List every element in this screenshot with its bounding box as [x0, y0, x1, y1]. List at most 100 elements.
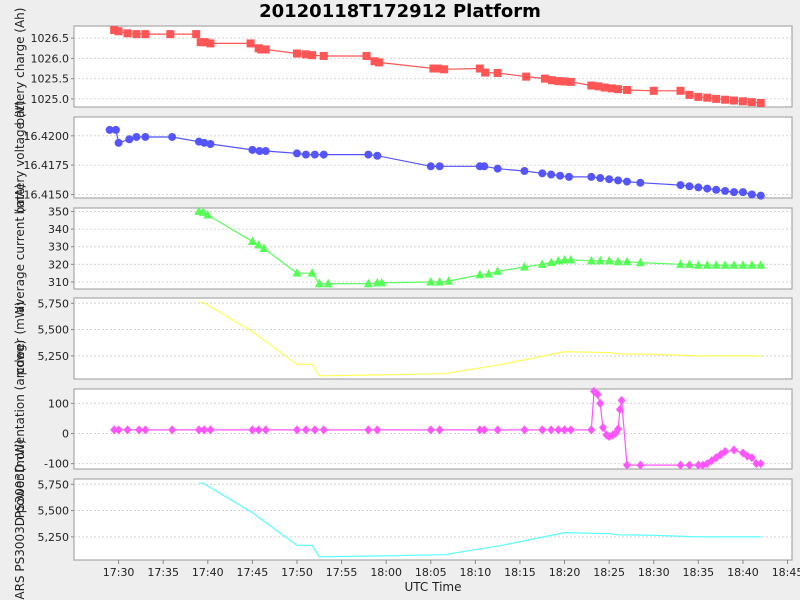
data-point: [738, 188, 747, 197]
data-point: [319, 425, 328, 435]
y-tick-label: 5,750: [38, 478, 70, 491]
data-point: [756, 260, 766, 269]
data-point: [676, 181, 685, 190]
y-axis-label: ARS PS3003D power (mW): [13, 439, 27, 599]
x-tick-label: 18:10: [460, 566, 492, 579]
data-point: [426, 425, 435, 435]
data-point: [166, 30, 175, 39]
data-point: [519, 261, 529, 271]
x-tick-label: 18:30: [638, 566, 670, 579]
data-point: [362, 51, 371, 60]
data-point: [480, 425, 489, 435]
data-point: [720, 260, 730, 269]
data-point: [613, 256, 623, 266]
data-point: [141, 30, 150, 39]
data-point: [363, 278, 373, 288]
data-point: [125, 135, 134, 144]
data-point: [110, 26, 119, 35]
data-point: [248, 145, 257, 154]
data-point: [141, 132, 150, 141]
panel-battery-charge: 1025.0 1025.5 1026.0 1026.5 battery charge (…: [13, 8, 793, 126]
data-point: [730, 445, 739, 455]
data-point: [435, 425, 444, 435]
x-tick-label: 18:20: [549, 566, 581, 579]
data-point: [595, 255, 605, 265]
data-point: [554, 77, 563, 86]
data-point: [694, 460, 703, 470]
data-point: [319, 150, 328, 159]
data-point: [206, 39, 215, 48]
y-tick-label: 5,750: [38, 297, 70, 310]
data-point: [475, 269, 485, 279]
y-axis-label: PS3003D.orientation (arcdeg): [13, 340, 27, 519]
data-point: [756, 98, 765, 107]
data-point: [622, 256, 632, 266]
data-point: [493, 164, 502, 173]
data-point: [685, 182, 694, 191]
data-point: [257, 45, 266, 54]
data-point: [105, 125, 114, 134]
data-point: [756, 459, 765, 469]
data-point: [729, 260, 739, 269]
data-point: [308, 51, 317, 60]
data-point: [553, 255, 563, 265]
data-point: [712, 94, 721, 103]
data-point: [694, 183, 703, 192]
data-point: [201, 38, 210, 47]
data-point: [566, 254, 576, 264]
data-point: [676, 86, 685, 95]
series-line: [198, 482, 761, 558]
x-tick-label: 18:35: [682, 566, 714, 579]
data-point: [261, 147, 270, 156]
data-point: [114, 138, 123, 147]
data-point: [248, 425, 257, 435]
y-axis-label: battery voltage (V): [13, 101, 27, 215]
x-axis-label: UTC Time: [405, 580, 462, 594]
panel-orientation: -100 0 100 PS3003D.orientation (arcdeg): [13, 340, 793, 519]
data-point: [310, 150, 319, 159]
data-point: [132, 132, 141, 141]
data-point: [747, 260, 757, 269]
data-point: [301, 425, 310, 435]
data-point: [301, 50, 310, 59]
data-point: [598, 422, 607, 432]
data-point: [480, 162, 489, 171]
y-tick-label: 310: [48, 276, 69, 289]
y-tick-label: 16.4200: [24, 130, 70, 143]
data-point: [560, 77, 569, 86]
x-tick-label: 17:50: [281, 566, 313, 579]
data-point: [593, 389, 602, 399]
data-point: [547, 425, 556, 435]
data-point: [703, 93, 712, 102]
data-point: [556, 171, 565, 180]
data-point: [110, 425, 119, 435]
data-point: [587, 81, 596, 90]
plot-area: [73, 478, 793, 561]
data-point: [622, 460, 631, 470]
data-point: [323, 278, 333, 288]
data-point: [566, 77, 575, 86]
data-point: [546, 257, 556, 267]
data-point: [141, 425, 150, 435]
data-point: [607, 84, 616, 93]
y-tick-label: -100: [44, 458, 69, 471]
data-point: [364, 150, 373, 159]
y-axis-label: battery charge (Ah): [13, 8, 27, 126]
data-point: [622, 85, 631, 94]
x-tick-label: 17:40: [192, 566, 224, 579]
data-point: [135, 425, 144, 435]
data-point: [377, 277, 387, 287]
data-point: [587, 425, 596, 435]
data-point: [481, 68, 490, 77]
data-point: [493, 266, 503, 275]
chart-title: 20120118T172912 Platform: [259, 1, 541, 22]
data-point: [747, 190, 756, 199]
y-tick-label: 320: [48, 258, 69, 271]
y-tick-label: 1025.5: [31, 73, 70, 86]
data-point: [554, 425, 563, 435]
data-point: [604, 255, 614, 265]
data-point: [114, 425, 123, 435]
data-point: [111, 125, 120, 134]
y-tick-label: 330: [48, 241, 69, 254]
